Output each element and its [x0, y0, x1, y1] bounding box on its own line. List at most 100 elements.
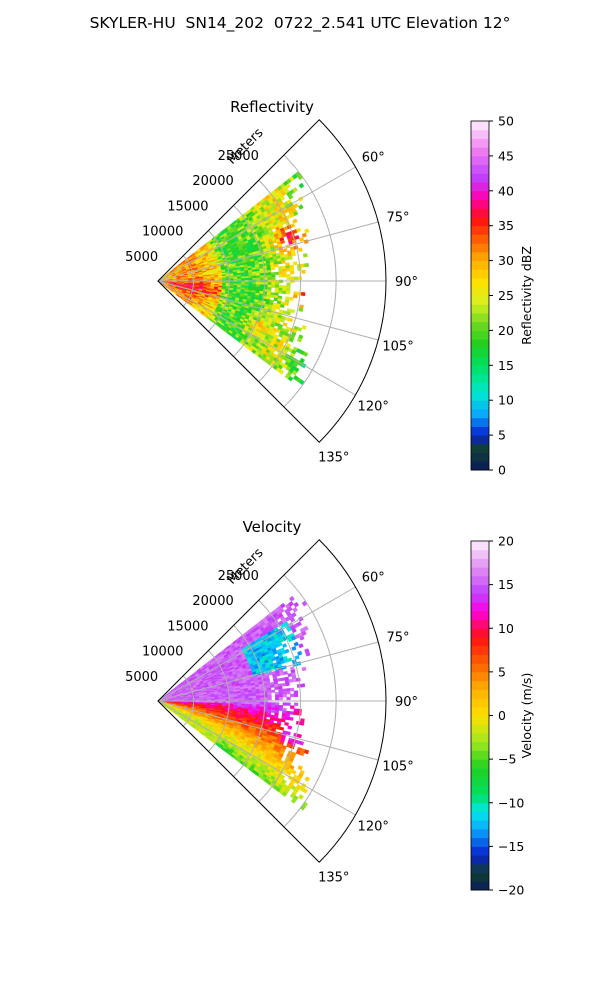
colorbar-segment [471, 400, 489, 410]
colorbar-segment [471, 278, 489, 288]
heatmap-cell [287, 657, 293, 662]
heatmap-cell [282, 248, 288, 253]
colorbar-segment [471, 225, 489, 235]
heatmap-cell [271, 284, 276, 288]
radial-tick-label: 15000 [167, 199, 208, 214]
colorbar-label: Reflectivity dBZ [519, 246, 534, 345]
heatmap-cell [259, 272, 265, 276]
colorbar-segment [471, 732, 489, 743]
colorbar-segment [471, 155, 489, 166]
colorbar-segment [471, 417, 489, 427]
heatmap-cell [282, 694, 287, 698]
heatmap-cell [256, 277, 261, 281]
heatmap-cell [300, 683, 306, 688]
heatmap-cell [248, 275, 253, 279]
heatmap-cell [278, 688, 283, 693]
heatmap-cell [302, 253, 308, 258]
heatmap-cell [282, 290, 287, 295]
heatmap-cell [278, 691, 283, 695]
heatmap-cell [293, 711, 298, 716]
heatmap-cell [290, 309, 296, 314]
heatmap-cell [273, 297, 279, 302]
heatmap-cell [297, 733, 302, 739]
heatmap-cell [297, 650, 303, 656]
heatmap-cell [289, 711, 295, 715]
colorbar-segment [471, 680, 489, 690]
heatmap-cell [270, 294, 275, 299]
heatmap-cell [284, 256, 289, 261]
colorbar-segment [471, 260, 489, 270]
chart-panel-reflectivity: Reflectivity500010000150002000025000Mete… [125, 98, 534, 478]
heatmap-cell [288, 678, 294, 683]
heatmap-cell [286, 696, 291, 701]
colorbar-segment [471, 452, 489, 462]
heatmap-cell [304, 776, 311, 782]
heatmap-cell [288, 255, 293, 260]
colorbar-segment [471, 575, 489, 586]
heatmap-cell [300, 263, 306, 268]
colorbar-segment [471, 347, 489, 358]
heatmap-cell [229, 698, 234, 701]
heatmap-cell [289, 267, 295, 272]
colorbar-segment [471, 593, 489, 603]
heatmap-cell [259, 275, 265, 279]
heatmap-cell [293, 702, 299, 707]
heatmap-cell [285, 716, 290, 721]
heatmap-cell [294, 235, 300, 240]
colorbar-segment [471, 724, 489, 734]
heatmap-cell [270, 684, 275, 688]
heatmap-cell [284, 302, 289, 306]
colorbar-segment [471, 837, 489, 847]
chart-title: Reflectivity [230, 98, 314, 116]
colorbar-segment [471, 776, 489, 786]
heatmap-cell [293, 693, 299, 698]
theta-tick-label: 135° [318, 871, 349, 886]
heatmap-cell [285, 290, 291, 295]
heatmap-cell [274, 271, 280, 276]
heatmap-cell [282, 287, 287, 292]
colorbar-segment [471, 767, 489, 778]
heatmap-cell [252, 282, 257, 285]
heatmap-cell [286, 288, 291, 292]
colorbar-segment [471, 671, 489, 682]
radial-tick-label: 10000 [142, 225, 183, 240]
theta-tick-label: 105° [382, 339, 413, 354]
theta-tick-label: 60° [362, 571, 385, 586]
colorbar-label: Velocity (m/s) [519, 673, 534, 759]
colorbar-segment [471, 147, 489, 157]
colorbar-segment [471, 794, 489, 804]
heatmap-cell [244, 278, 250, 281]
heatmap-cell [233, 698, 238, 701]
colorbar-segment [471, 558, 489, 568]
heatmap-cell [274, 704, 280, 709]
heatmap-cell [288, 595, 295, 602]
heatmap-cell [292, 606, 298, 613]
heatmap-cell [237, 698, 242, 701]
heatmap-cell [267, 704, 272, 708]
colorbar-segment [471, 330, 489, 340]
colorbar-segment [471, 584, 489, 594]
heatmap-cell [282, 274, 287, 278]
colorbar-segment [471, 426, 489, 436]
colorbar-segment [471, 715, 489, 725]
heatmap-cell [277, 260, 282, 265]
colorbar-segment [471, 382, 489, 392]
heatmap-cell [267, 277, 272, 281]
heatmap-cell [286, 311, 291, 316]
heatmap-cell [267, 702, 272, 706]
heatmap-cell [304, 262, 309, 268]
colorbar-segment [471, 391, 489, 401]
heatmap-cell [248, 281, 253, 285]
heatmap-cell [259, 695, 265, 699]
heatmap-cell [286, 282, 291, 286]
heatmap-cell [271, 704, 276, 708]
heatmap-cell [240, 696, 246, 699]
heatmap-cell [252, 275, 257, 279]
heatmap-cell [290, 705, 295, 709]
heatmap-cell [266, 714, 271, 718]
heatmap-cell [281, 682, 287, 687]
heatmap-cell [280, 718, 286, 723]
colorbar-tick-label: 0 [498, 463, 506, 478]
heatmap-cell [271, 277, 276, 281]
